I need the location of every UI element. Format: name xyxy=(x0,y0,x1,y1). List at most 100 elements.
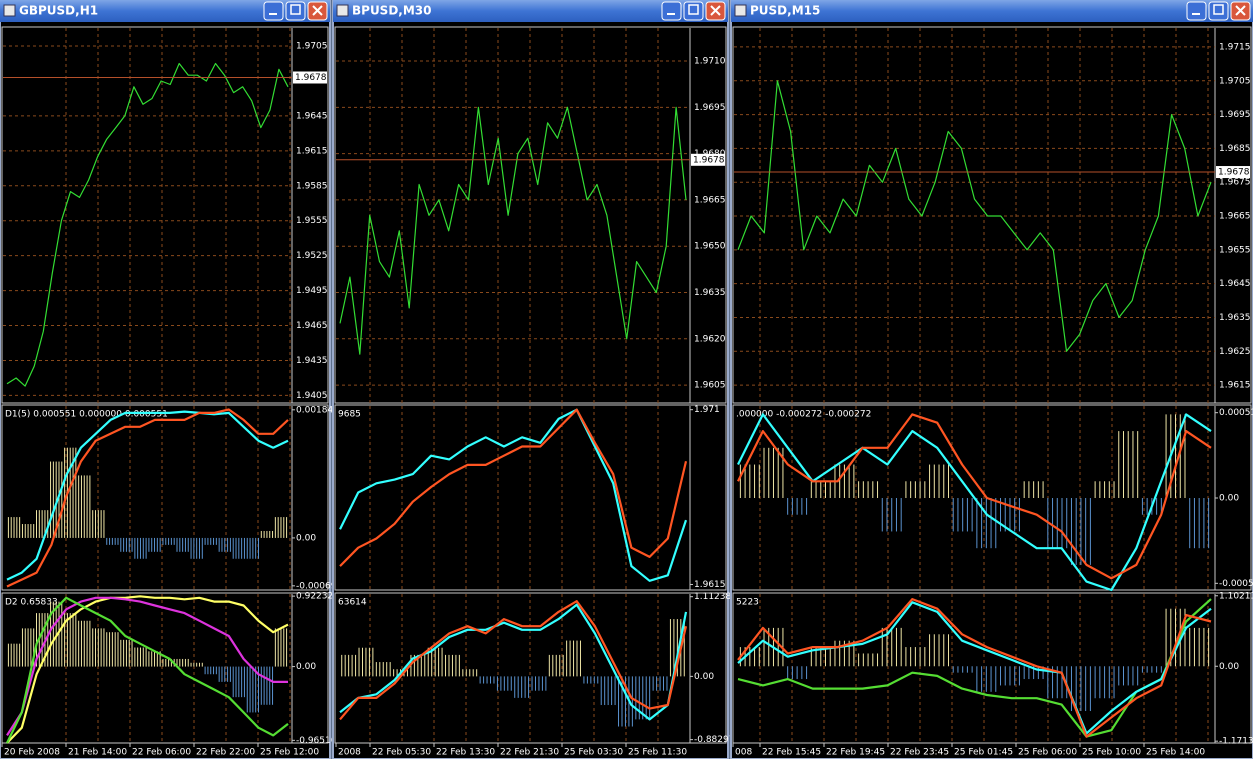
minimize-button[interactable] xyxy=(661,1,682,21)
date-label: 25 Feb 01:45 xyxy=(954,748,1013,758)
y-tick-label: 1.9635 xyxy=(1219,313,1251,323)
minimize-button[interactable] xyxy=(1186,1,1207,21)
button-glyph xyxy=(1192,13,1200,15)
pane-border xyxy=(1,592,329,744)
y-tick-label: 1.9625 xyxy=(1219,347,1251,357)
date-label: 22 Feb 15:45 xyxy=(762,748,821,758)
date-label: 25 Feb 06:00 xyxy=(1018,748,1077,758)
indicator-label: D2 0.65833 xyxy=(5,598,58,608)
date-label: 25 Feb 12:00 xyxy=(260,748,319,758)
window-title: PUSD,M15 xyxy=(750,4,820,18)
button-glyph xyxy=(1213,4,1224,15)
y-tick-label: 1.11238 xyxy=(694,592,731,602)
y-tick-label: 1.9705 xyxy=(1219,76,1251,86)
indicator-line xyxy=(339,603,688,721)
window-icon xyxy=(734,4,747,17)
indicator-line xyxy=(737,601,1212,735)
indicator-line xyxy=(737,413,1212,580)
y-tick-label: 1.9695 xyxy=(694,103,726,113)
y-tick-label: 1.9710 xyxy=(694,57,726,67)
y-tick-label: 1.9645 xyxy=(1219,279,1251,289)
price-line xyxy=(6,62,289,387)
y-tick-label: 1.9405 xyxy=(296,391,328,401)
title-bar xyxy=(333,0,728,22)
button-glyph xyxy=(688,4,699,15)
date-label: 25 Feb 11:30 xyxy=(628,748,687,758)
y-tick-label: 1.9695 xyxy=(1219,110,1251,120)
y-tick-label: 0.001845 xyxy=(296,405,339,415)
y-tick-label: 1.9495 xyxy=(296,286,328,296)
pane-border xyxy=(1,26,329,404)
button-glyph xyxy=(710,5,721,16)
window-title: BPUSD,M30 xyxy=(352,4,432,18)
indicator-line xyxy=(6,595,289,744)
indicator-line xyxy=(737,598,1212,738)
y-tick-label: -0.00051 xyxy=(1219,579,1253,589)
y-tick-label: 1.9675 xyxy=(1219,178,1251,188)
button-glyph xyxy=(667,13,675,15)
pane-border xyxy=(732,26,1252,404)
y-tick-label: 1.9555 xyxy=(296,216,328,226)
current-price-box xyxy=(691,153,725,166)
y-tick-label: 1.9585 xyxy=(296,181,328,191)
indicator-line xyxy=(339,408,688,567)
y-tick-label: -0.00069 xyxy=(296,581,337,591)
indicator-label: D1(5) 0.000551 0.000000 0.000551 xyxy=(5,410,168,420)
current-price-box xyxy=(1216,166,1250,179)
button-glyph xyxy=(269,13,277,15)
current-price-label: 1.9678 xyxy=(295,73,327,83)
indicator-label: 9685 xyxy=(338,410,361,420)
y-tick-label: 1.9685 xyxy=(1219,144,1251,154)
y-tick-label: 1.9615 xyxy=(296,146,328,156)
window-title: GBPUSD,H1 xyxy=(19,4,98,18)
date-label: 008 xyxy=(735,748,752,758)
y-tick-label: 1.9525 xyxy=(296,251,328,261)
indicator-label: 5223 xyxy=(736,598,759,608)
y-tick-label: 1.9605 xyxy=(694,381,726,391)
date-label: 25 Feb 10:00 xyxy=(1082,748,1141,758)
date-label: 21 Feb 14:00 xyxy=(68,748,127,758)
y-tick-label: 1.9650 xyxy=(694,242,726,252)
y-tick-label: 0.00 xyxy=(1219,494,1239,504)
y-tick-label: 0.92232 xyxy=(296,592,333,602)
date-label: 22 Feb 13:30 xyxy=(436,748,495,758)
y-tick-label: 1.9645 xyxy=(296,111,328,121)
indicator-line xyxy=(6,596,288,736)
y-tick-label: -0.96516 xyxy=(296,736,337,746)
indicator-line xyxy=(737,413,1212,592)
y-tick-label: 0.00051 xyxy=(1219,408,1253,418)
y-tick-label: 1.9435 xyxy=(296,356,328,366)
current-price-box xyxy=(293,71,327,84)
pane-border xyxy=(334,592,727,744)
minimize-button[interactable] xyxy=(263,1,284,21)
y-tick-label: 0.00 xyxy=(694,672,714,682)
price-line xyxy=(339,106,687,355)
y-tick-label: 1.9715 xyxy=(1219,42,1251,52)
pane-border xyxy=(1,404,329,591)
current-price-label: 1.9678 xyxy=(1218,168,1250,178)
button-glyph xyxy=(312,5,323,16)
date-label: 25 Feb 14:00 xyxy=(1146,748,1205,758)
indicator-line xyxy=(339,408,688,582)
y-tick-label: 0.00 xyxy=(296,662,316,672)
title-bar xyxy=(731,0,1253,22)
button-glyph xyxy=(1235,5,1246,16)
y-tick-label: 0.00 xyxy=(1219,662,1239,672)
date-label: 22 Feb 06:00 xyxy=(132,748,191,758)
date-label: 25 Feb 03:30 xyxy=(564,748,623,758)
window-icon xyxy=(336,4,349,17)
pane-border xyxy=(732,404,1252,591)
y-tick-label: 1.9465 xyxy=(296,321,328,331)
date-label: 22 Feb 22:00 xyxy=(196,748,255,758)
indicator-line xyxy=(6,596,289,744)
button-glyph xyxy=(290,4,301,15)
indicator-line xyxy=(6,410,289,581)
date-label: 22 Feb 23:45 xyxy=(890,748,949,758)
date-label: 22 Feb 19:45 xyxy=(826,748,885,758)
y-tick-label: 1.9665 xyxy=(694,195,726,205)
indicator-line xyxy=(737,598,1212,738)
y-tick-label: 1.10211 xyxy=(1219,591,1253,601)
y-tick-label: 0.00 xyxy=(296,533,316,543)
y-tick-label: 1.9635 xyxy=(694,288,726,298)
y-tick-label: 1.9615 xyxy=(694,580,726,590)
